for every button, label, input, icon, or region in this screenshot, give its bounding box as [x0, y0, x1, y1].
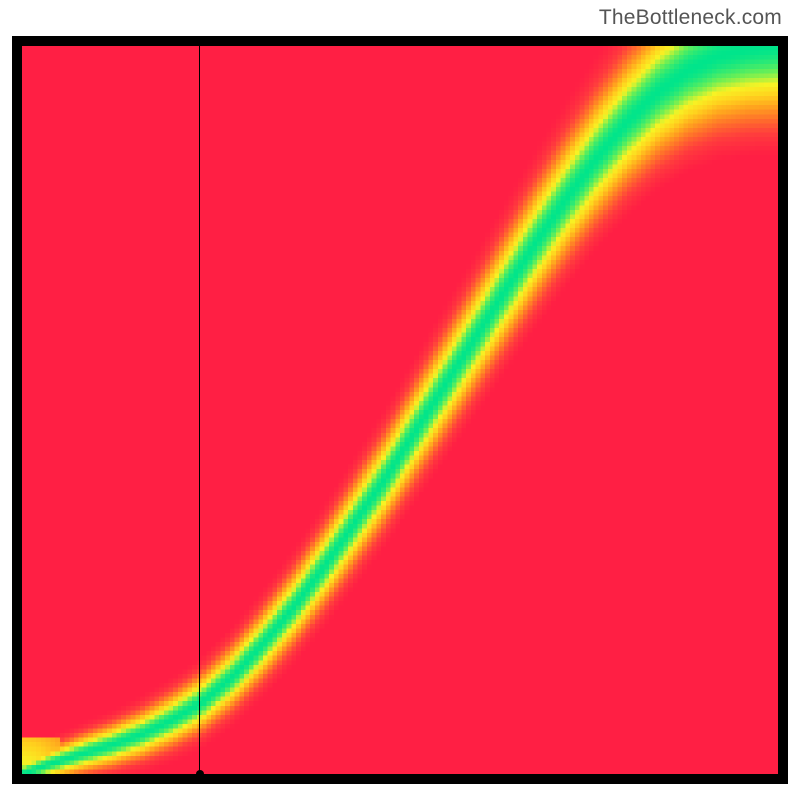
watermark-text: TheBottleneck.com [599, 6, 782, 30]
bottleneck-heatmap [22, 46, 778, 774]
marker-vertical-line [199, 46, 200, 774]
marker-dot [196, 770, 204, 774]
chart-inner [22, 46, 778, 774]
chart-frame [12, 36, 788, 784]
